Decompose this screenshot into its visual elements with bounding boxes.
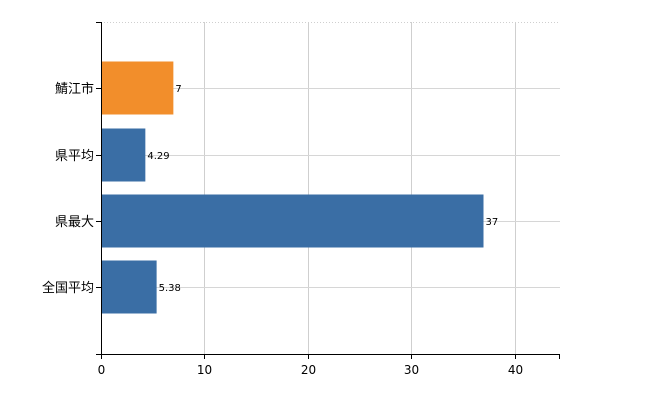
axes	[96, 22, 560, 359]
bar-0	[101, 61, 174, 115]
category-label-3: 全国平均	[42, 280, 94, 296]
category-label-0: 鯖江市	[55, 81, 94, 97]
x-tick-label-20: 20	[301, 363, 316, 377]
category-label-2: 県最大	[55, 215, 94, 230]
bar-1	[101, 128, 146, 182]
x-tick-label-10: 10	[197, 363, 212, 377]
x-tick-label-0: 0	[98, 363, 106, 377]
bar-3	[101, 260, 157, 314]
x-tick-label-40: 40	[508, 363, 523, 377]
x-tick-label-30: 30	[404, 363, 419, 377]
bar-2	[101, 194, 484, 248]
category-label-1: 県平均	[55, 149, 94, 164]
data-label-3: 5.38	[159, 283, 181, 294]
data-label-2: 37	[486, 217, 499, 228]
data-label-0: 7	[175, 84, 181, 95]
bars	[101, 61, 484, 314]
data-label-1: 4.29	[147, 151, 169, 162]
